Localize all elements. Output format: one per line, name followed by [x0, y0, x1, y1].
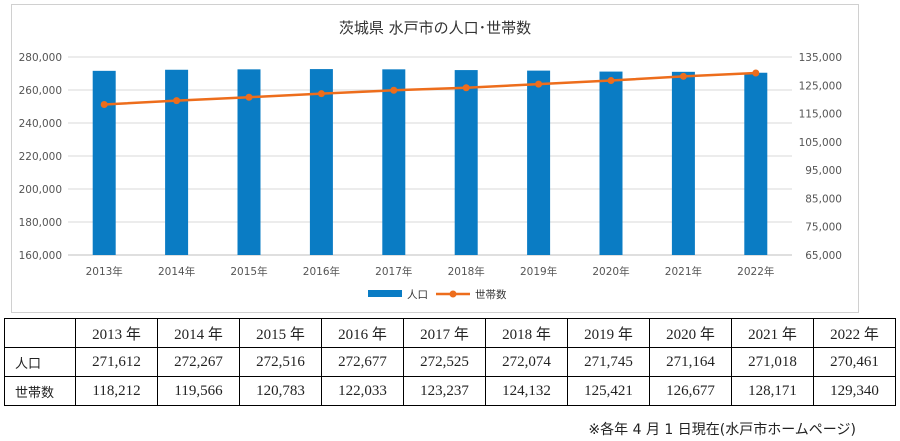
y-left-tick-label: 200,000	[19, 184, 62, 196]
y-right-tick-label: 95,000	[805, 165, 842, 177]
table-cell: 270,461	[813, 347, 896, 377]
table-row-header: 世帯数	[4, 376, 76, 406]
table-column-header: 2021 年	[731, 318, 814, 348]
bar-population	[599, 71, 623, 255]
table-column-header: 2017 年	[403, 318, 486, 348]
y-left-tick-label: 160,000	[19, 250, 62, 262]
y-right-tick-label: 105,000	[799, 137, 842, 149]
bar-population	[165, 69, 189, 255]
y-left-tick-label: 180,000	[19, 217, 62, 229]
table-cell: 120,783	[239, 376, 322, 406]
x-tick-label: 2021年	[665, 265, 702, 278]
point-households	[390, 86, 398, 94]
x-tick-label: 2022年	[737, 265, 774, 278]
point-households	[100, 100, 108, 108]
x-tick-label: 2017年	[375, 265, 412, 278]
bar-population	[309, 69, 333, 255]
table-cell: 118,212	[75, 376, 158, 406]
x-tick-label: 2018年	[448, 265, 485, 278]
legend-swatch-population	[368, 290, 402, 297]
bar-population	[671, 71, 695, 255]
table-column-header: 2014 年	[157, 318, 240, 348]
y-right-tick-label: 75,000	[805, 222, 842, 234]
point-households	[317, 90, 325, 98]
table-column-header: 2019 年	[567, 318, 650, 348]
x-tick-label: 2014年	[158, 265, 195, 278]
y-left-tick-label: 240,000	[19, 118, 62, 130]
table-cell: 122,033	[321, 376, 404, 406]
table-cell: 272,677	[321, 347, 404, 377]
y-right-tick-label: 65,000	[805, 250, 842, 262]
bar-population	[527, 70, 551, 255]
bar-population	[237, 69, 261, 255]
table-cell: 129,340	[813, 376, 896, 406]
point-households	[462, 84, 470, 92]
table-column-header: 2022 年	[813, 318, 896, 348]
table-row: 世帯数 118,212 119,566 120,783 122,033 123,237 12…	[4, 376, 896, 406]
table-cell: 271,018	[731, 347, 814, 377]
table-column-header: 2015 年	[239, 318, 322, 348]
point-households	[607, 77, 615, 85]
table-header-row: 2013 年 2014 年 2015 年 2016 年 2017 年 2018 年 2019…	[4, 318, 896, 348]
table-cell: 126,677	[649, 376, 732, 406]
bar-population	[92, 70, 116, 255]
y-left-tick-label: 280,000	[19, 52, 62, 64]
y-right-tick-label: 85,000	[805, 193, 842, 205]
table-cell: 272,267	[157, 347, 240, 377]
table-cell: 119,566	[157, 376, 240, 406]
x-tick-label: 2016年	[303, 265, 340, 278]
bar-population	[382, 69, 406, 256]
point-households	[535, 80, 543, 88]
chart-container: 茨城県 水戸市の人口･世帯数 160,000 180,000 200,000 220,0…	[11, 4, 859, 313]
table-cell: 272,074	[485, 347, 568, 377]
y-right-tick-label: 135,000	[799, 52, 842, 64]
x-tick-label: 2015年	[230, 265, 267, 278]
table-cell: 124,132	[485, 376, 568, 406]
table-row-header	[4, 318, 76, 348]
table-column-header: 2016 年	[321, 318, 404, 348]
bar-population	[454, 70, 478, 255]
chart-title: 茨城県 水戸市の人口･世帯数	[339, 19, 531, 37]
bar-population	[744, 72, 768, 255]
table-cell: 271,164	[649, 347, 732, 377]
table-column-header: 2020 年	[649, 318, 732, 348]
x-tick-label: 2020年	[592, 265, 629, 278]
point-households	[752, 69, 760, 77]
table-cell: 128,171	[731, 376, 814, 406]
x-tick-label: 2013年	[86, 265, 123, 278]
table-row: 人口 271,612 272,267 272,516 272,677 272,525 272…	[4, 347, 896, 377]
point-households	[173, 97, 181, 105]
table-cell: 272,516	[239, 347, 322, 377]
table-cell: 125,421	[567, 376, 650, 406]
data-table: 2013 年 2014 年 2015 年 2016 年 2017 年 2018 年 2019…	[4, 318, 896, 406]
chart: 茨城県 水戸市の人口･世帯数 160,000 180,000 200,000 220,0…	[19, 19, 842, 301]
table-cell: 271,745	[567, 347, 650, 377]
y-right-tick-label: 115,000	[799, 109, 842, 121]
y-left-tick-label: 260,000	[19, 85, 62, 97]
table-column-header: 2013 年	[75, 318, 158, 348]
line-households	[104, 71, 756, 106]
table-row-header: 人口	[4, 347, 76, 377]
table-cell: 123,237	[403, 376, 486, 406]
legend-label-population: 人口	[407, 289, 428, 301]
legend-marker-households	[449, 290, 457, 298]
table-cell: 272,525	[403, 347, 486, 377]
table-cell: 271,612	[75, 347, 158, 377]
legend-label-households: 世帯数	[475, 288, 507, 301]
source-note: ※各年 4 月 1 日現在(水戸市ホームページ)	[588, 422, 856, 438]
y-right-tick-label: 125,000	[799, 80, 842, 92]
y-left-tick-label: 220,000	[19, 151, 62, 163]
x-tick-label: 2019年	[520, 265, 557, 278]
table-column-header: 2018 年	[485, 318, 568, 348]
point-households	[245, 93, 253, 101]
point-households	[679, 72, 687, 80]
